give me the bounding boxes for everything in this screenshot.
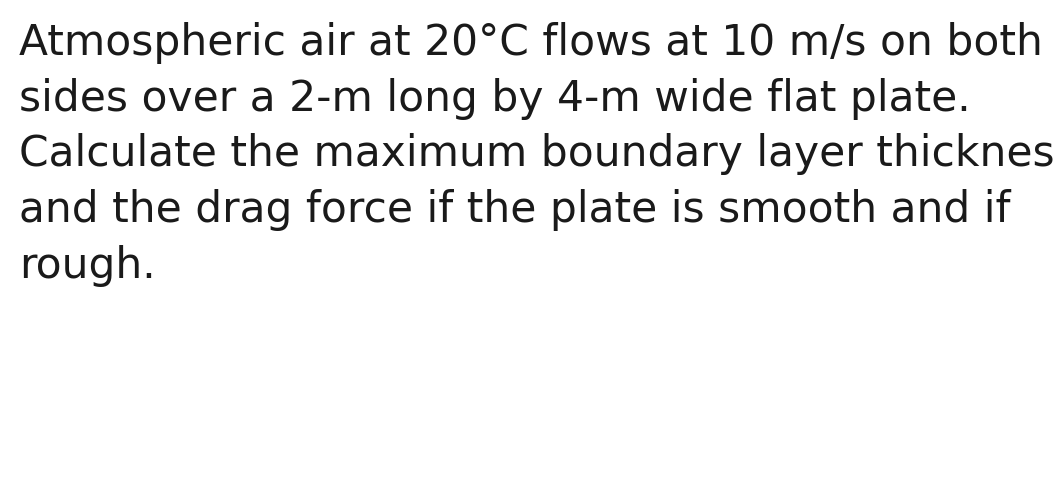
Text: Atmospheric air at 20°C flows at 10 m/s on both
sides over a 2-m long by 4-m wid: Atmospheric air at 20°C flows at 10 m/s … [19,22,1056,287]
